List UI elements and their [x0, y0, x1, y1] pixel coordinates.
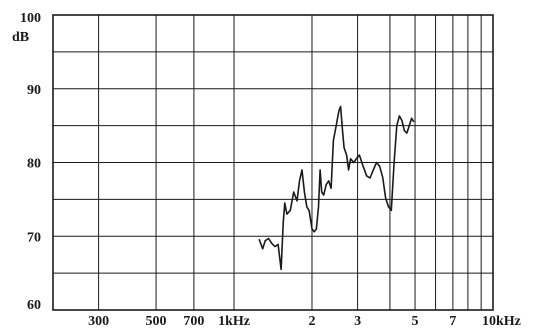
x-tick-label: 700: [183, 314, 204, 329]
y-tick-label: 100: [20, 11, 41, 26]
y-tick-label: 60: [27, 298, 41, 313]
x-tick-label: 10kHz: [482, 314, 521, 329]
x-tick-label: 1kHz: [218, 314, 250, 329]
x-tick-label: 7: [449, 314, 456, 329]
series-line: [258, 105, 415, 271]
y-tick-label: 90: [27, 83, 41, 98]
x-tick-label: 2: [308, 314, 315, 329]
y-tick-label: 80: [27, 157, 41, 172]
x-tick-label: 500: [146, 314, 167, 329]
x-tick-label: 3: [354, 314, 361, 329]
tick-labels: 60 70 80 90 100 300 500 700 1kHz 2 3 5 7 10kHz: [20, 11, 521, 329]
plot-frame: [52, 14, 494, 311]
x-tick-label: 5: [412, 314, 419, 329]
y-tick-label: 70: [27, 230, 41, 245]
y-axis-unit-label: dB: [12, 30, 29, 45]
x-tick-label: 300: [88, 314, 109, 329]
